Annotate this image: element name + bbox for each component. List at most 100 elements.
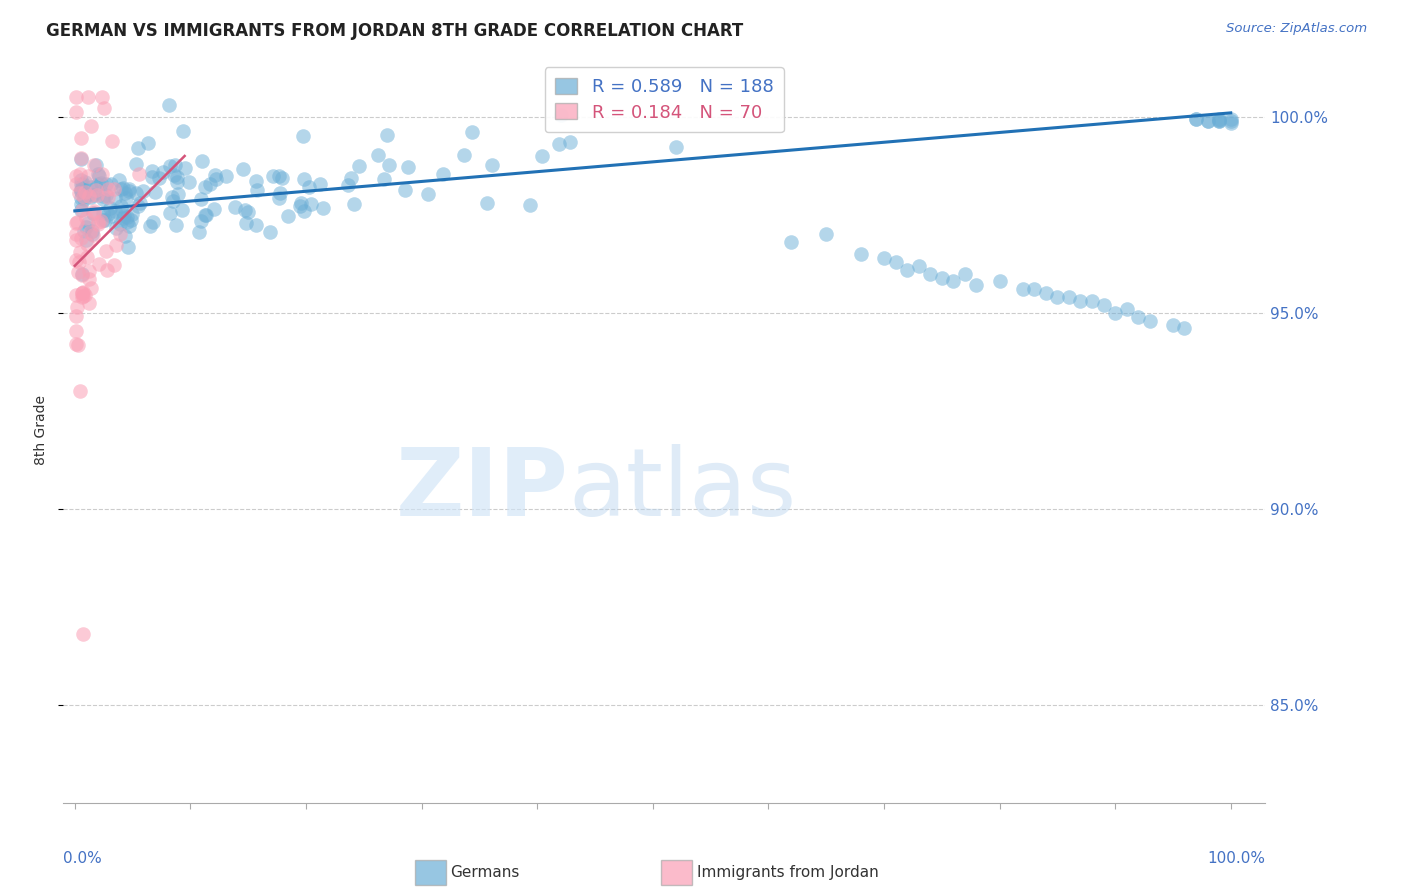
Point bbox=[94, 188, 117, 202]
Point bbox=[67, 186, 90, 200]
Point bbox=[96, 189, 118, 203]
Point bbox=[224, 200, 246, 214]
Point bbox=[86, 215, 108, 229]
Point bbox=[461, 125, 484, 139]
Point bbox=[75, 220, 97, 235]
Point bbox=[214, 169, 236, 184]
Point bbox=[129, 195, 152, 210]
Point bbox=[111, 203, 134, 218]
Point bbox=[90, 176, 112, 190]
Point bbox=[204, 168, 226, 182]
Point bbox=[65, 309, 87, 323]
Point bbox=[69, 245, 91, 260]
Point bbox=[69, 178, 91, 192]
Point bbox=[299, 197, 322, 211]
Point bbox=[166, 175, 188, 189]
Point bbox=[77, 188, 100, 202]
Point bbox=[65, 105, 87, 120]
Point bbox=[1208, 114, 1230, 128]
Point bbox=[349, 159, 371, 173]
Point bbox=[157, 98, 180, 112]
Point bbox=[76, 250, 98, 264]
Point bbox=[127, 199, 149, 213]
Point bbox=[65, 178, 87, 192]
Point bbox=[70, 286, 93, 301]
Point bbox=[519, 198, 541, 212]
Point bbox=[269, 169, 291, 183]
Point bbox=[77, 169, 100, 184]
Point bbox=[69, 182, 91, 196]
Point bbox=[104, 204, 127, 219]
Text: 100.0%: 100.0% bbox=[1208, 851, 1265, 866]
Point bbox=[1185, 112, 1208, 126]
Point bbox=[1024, 282, 1046, 296]
Point bbox=[76, 216, 98, 230]
Point bbox=[188, 225, 211, 239]
Point bbox=[849, 247, 872, 261]
Point bbox=[1046, 290, 1069, 304]
Point bbox=[83, 206, 105, 220]
Point bbox=[166, 169, 188, 184]
Point bbox=[83, 158, 105, 172]
Point bbox=[269, 186, 291, 200]
Point bbox=[65, 324, 87, 338]
Point bbox=[139, 219, 162, 233]
Point bbox=[73, 192, 96, 206]
Point bbox=[82, 228, 104, 243]
Point bbox=[73, 224, 96, 238]
Point bbox=[477, 196, 499, 211]
Point bbox=[75, 233, 97, 247]
Point bbox=[118, 182, 141, 196]
Point bbox=[162, 194, 184, 209]
Point bbox=[70, 290, 93, 304]
Text: Source: ZipAtlas.com: Source: ZipAtlas.com bbox=[1226, 22, 1367, 36]
Point bbox=[262, 169, 284, 183]
Point bbox=[1104, 306, 1126, 320]
Y-axis label: 8th Grade: 8th Grade bbox=[34, 395, 48, 466]
Point bbox=[75, 175, 97, 189]
Point bbox=[292, 204, 315, 219]
Point bbox=[337, 178, 360, 193]
Point bbox=[114, 209, 136, 223]
Point bbox=[1197, 113, 1219, 128]
Point bbox=[245, 174, 267, 188]
Point bbox=[84, 183, 107, 197]
Point bbox=[1197, 113, 1219, 128]
Point bbox=[292, 128, 315, 143]
Point bbox=[202, 202, 225, 217]
Point bbox=[77, 272, 100, 286]
Point bbox=[65, 253, 87, 268]
Point bbox=[118, 184, 141, 198]
Point bbox=[172, 124, 194, 138]
Point bbox=[375, 128, 398, 142]
Point bbox=[72, 288, 94, 302]
Point bbox=[481, 158, 503, 172]
Point bbox=[1219, 116, 1241, 130]
Point bbox=[367, 148, 389, 162]
Point bbox=[105, 221, 128, 235]
Point bbox=[91, 90, 114, 104]
Point bbox=[70, 268, 93, 282]
Point bbox=[1208, 112, 1230, 126]
Point bbox=[82, 206, 104, 220]
Point bbox=[97, 207, 120, 221]
Text: Immigrants from Jordan: Immigrants from Jordan bbox=[697, 865, 879, 880]
Point bbox=[173, 161, 195, 175]
Point bbox=[91, 192, 114, 206]
Point bbox=[73, 288, 96, 302]
Point bbox=[884, 255, 907, 269]
Point bbox=[101, 134, 124, 148]
Point bbox=[80, 190, 103, 204]
Point bbox=[1011, 282, 1033, 296]
Point bbox=[65, 227, 87, 242]
Point bbox=[70, 203, 93, 218]
Point bbox=[1057, 290, 1080, 304]
Text: ZIP: ZIP bbox=[395, 444, 568, 536]
Point bbox=[191, 153, 214, 168]
Point bbox=[308, 178, 330, 192]
Point bbox=[111, 181, 134, 195]
Point bbox=[896, 262, 918, 277]
Point bbox=[396, 160, 419, 174]
Point bbox=[160, 190, 183, 204]
Point bbox=[114, 228, 136, 243]
